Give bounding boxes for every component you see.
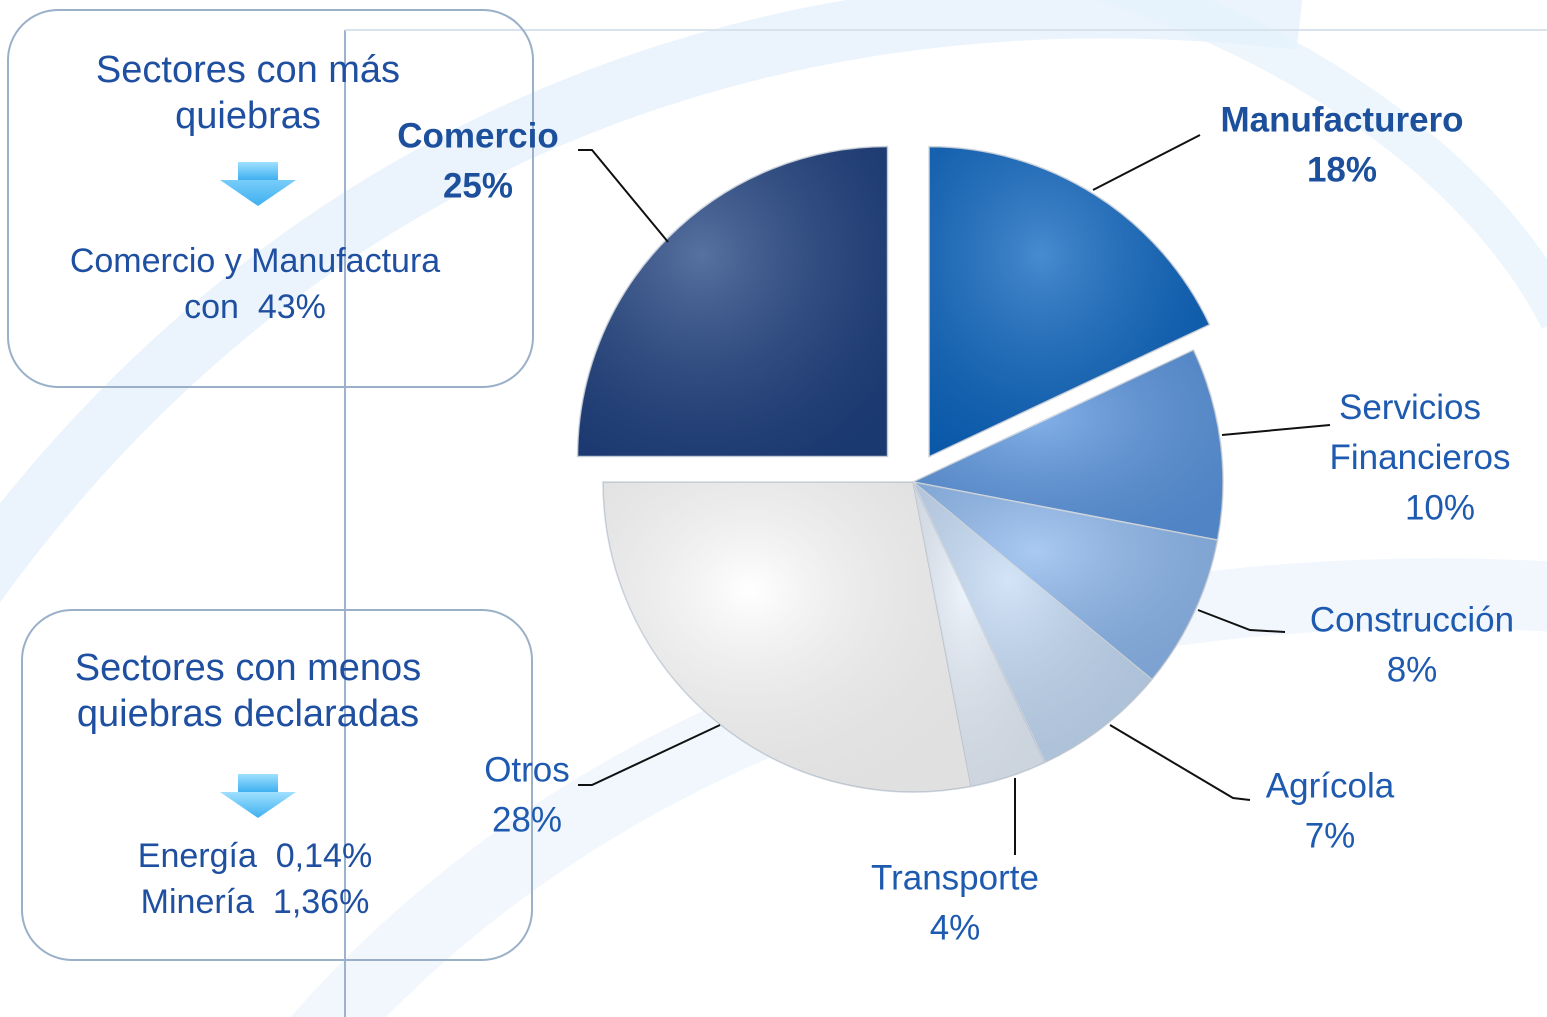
slice-shade (913, 482, 1045, 787)
slice-shade (913, 350, 1223, 541)
value-label: 4% (930, 908, 981, 947)
leader-line (578, 724, 721, 786)
slice-label: Transporte (871, 858, 1039, 897)
slice-shade (913, 482, 1218, 680)
slice-label: Construcción (1310, 600, 1514, 639)
panel-detail: con 43% (184, 288, 326, 326)
value-label: 7% (1305, 816, 1356, 855)
leader-line (1221, 424, 1331, 436)
value-label: 8% (1387, 650, 1438, 689)
slice-shade (577, 146, 888, 457)
arrow-icon (220, 792, 296, 818)
leader-line (1109, 724, 1251, 801)
value-label: 25% (443, 166, 513, 205)
panel-detail: Comercio y Manufactura (70, 242, 440, 280)
panel-title: Sectores con menos (75, 647, 421, 689)
value-label: 18% (1307, 150, 1377, 189)
leader-line (578, 149, 669, 243)
panel-detail: Minería 1,36% (141, 883, 370, 921)
leader-line (1092, 134, 1201, 191)
arrow-icon (220, 162, 296, 206)
slice-label: Agrícola (1266, 766, 1395, 805)
slice-shade (603, 482, 972, 792)
slice-label: Comercio (397, 116, 558, 155)
arrow-icon (238, 162, 278, 180)
slice-shade (913, 482, 1152, 763)
arrow-icon (238, 774, 278, 792)
slice-shade (929, 146, 1210, 457)
value-label: 28% (492, 800, 562, 839)
panel-title: Sectores con más (96, 49, 400, 91)
panel-title: quiebras (175, 95, 321, 137)
slice-label: Otros (484, 750, 570, 789)
value-label: 10% (1405, 488, 1475, 527)
panel-box (21, 609, 533, 961)
slice-label: Servicios Financieros (1330, 388, 1511, 477)
panel-title: quiebras declaradas (77, 693, 419, 735)
panel-detail: Energía 0,14% (138, 837, 372, 875)
leader-line (1197, 609, 1286, 633)
pie (576, 145, 1224, 793)
slice-label: Manufacturero (1220, 100, 1463, 139)
panel-box (7, 9, 534, 388)
